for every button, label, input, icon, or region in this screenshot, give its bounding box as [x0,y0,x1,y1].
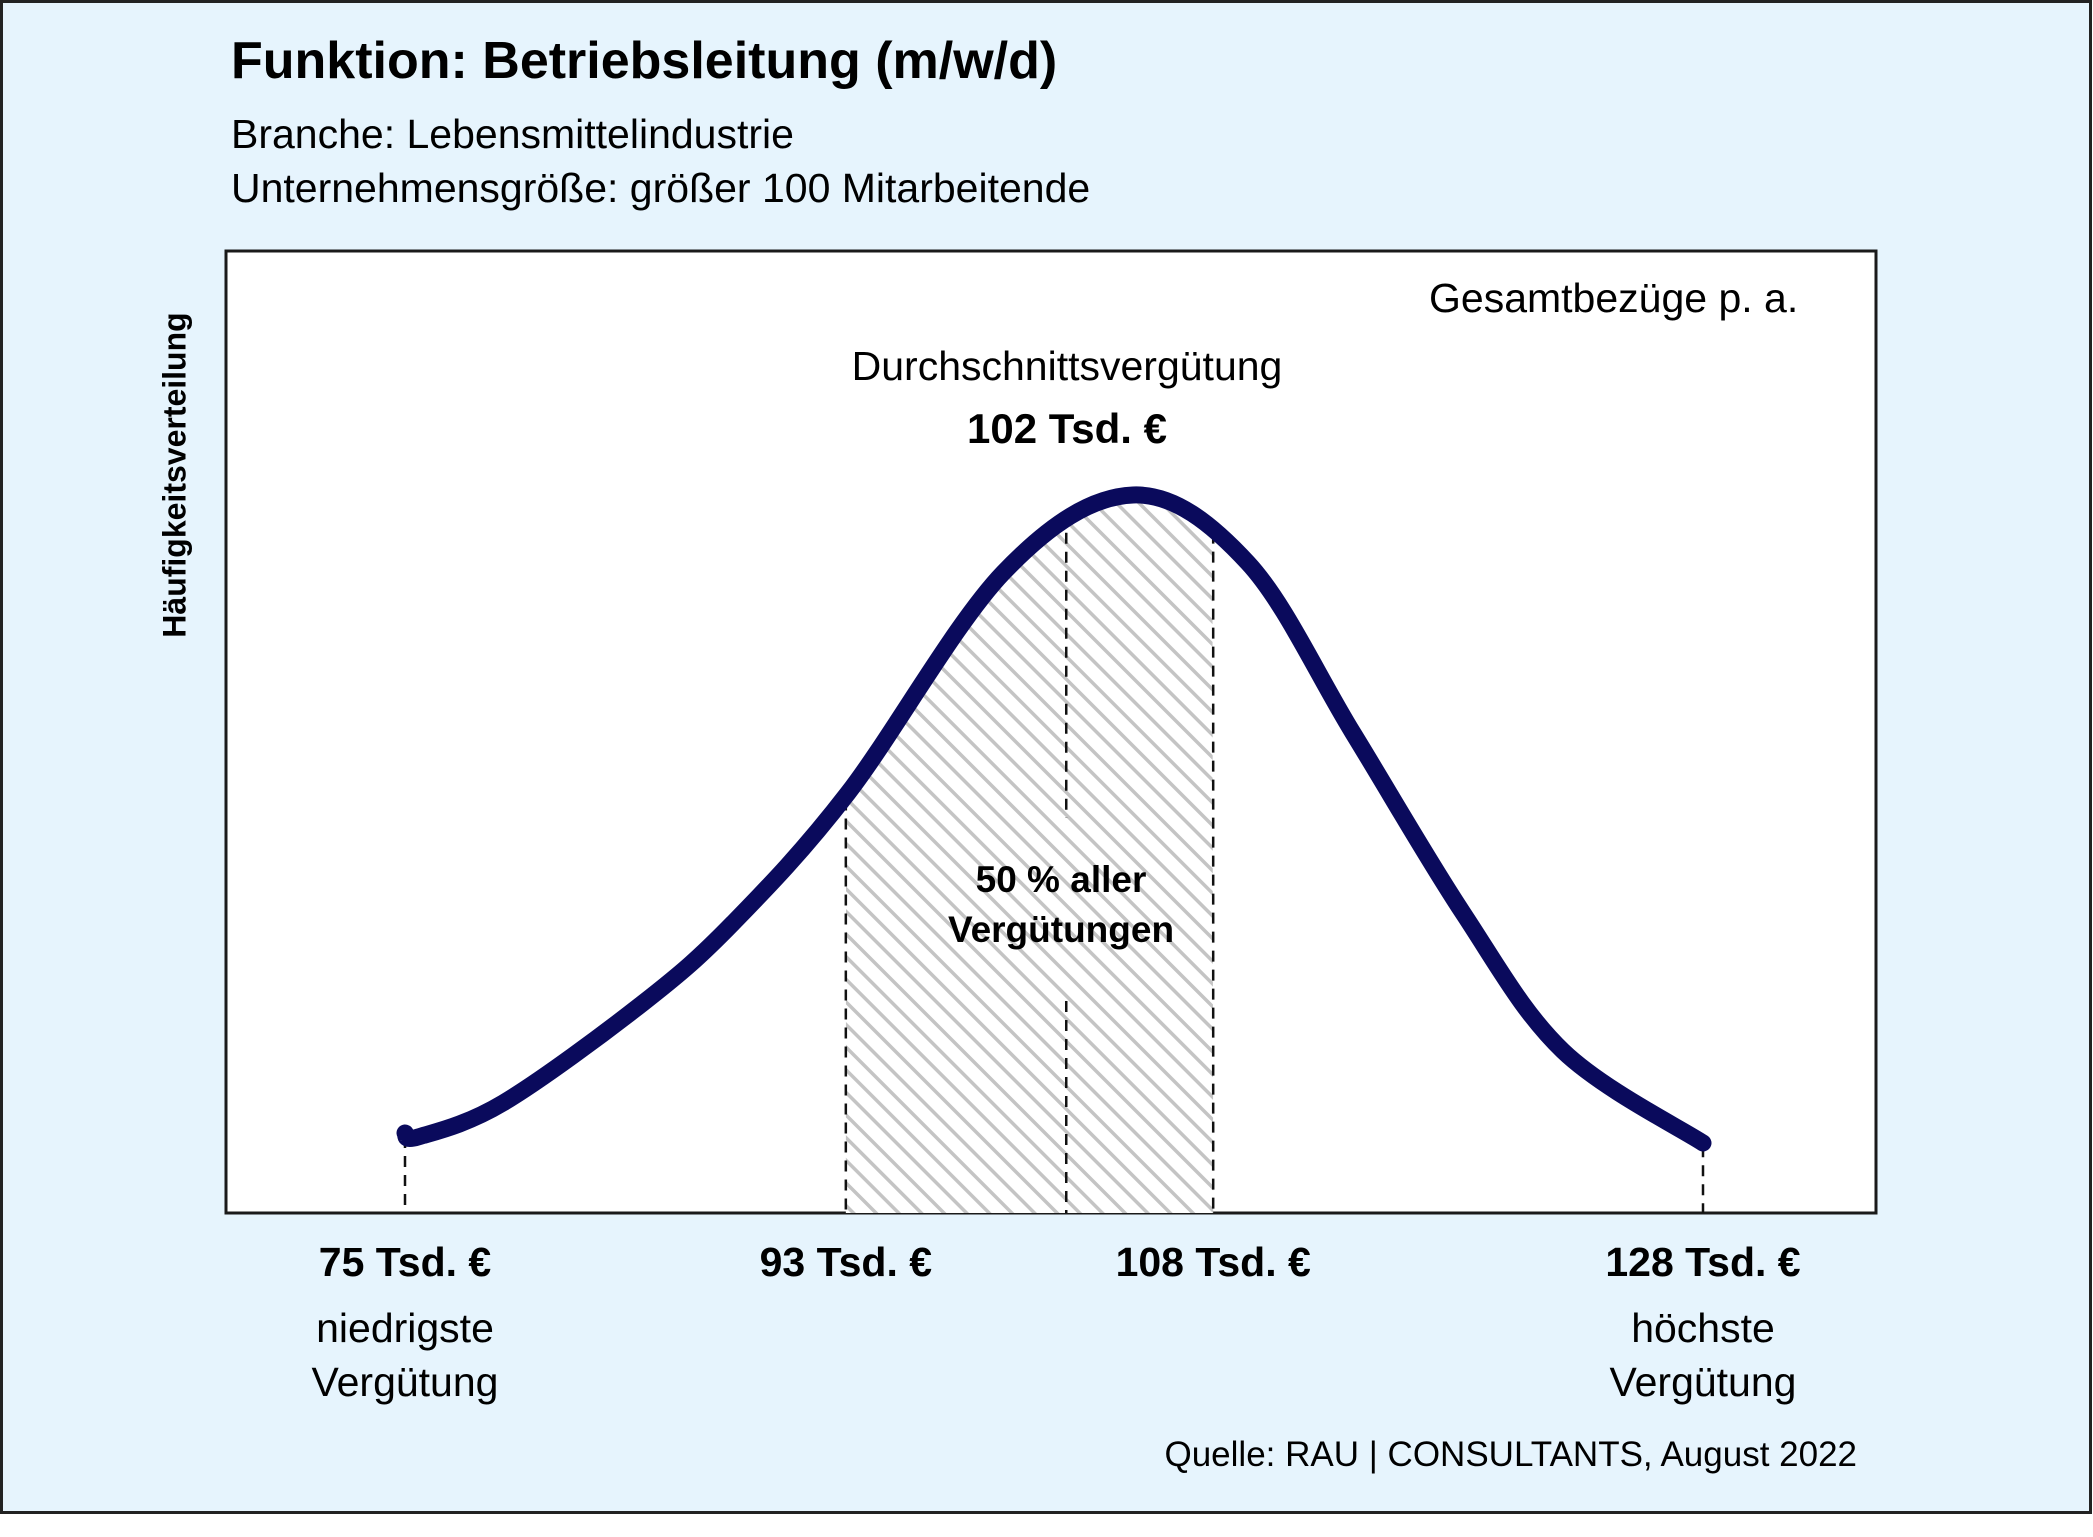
average-value: 102 Tsd. € [967,405,1167,452]
x-value-label: 108 Tsd. € [1115,1239,1311,1285]
x-value-description: höchste Vergütung [1610,1301,1797,1409]
x-value-description-line: höchste [1631,1305,1775,1351]
x-value-description-line: niedrigste [316,1305,494,1351]
x-value-label: 75 Tsd. € [318,1239,492,1285]
average-label: Durchschnittsvergütung [851,343,1283,389]
x-value-label: 128 Tsd. € [1605,1239,1801,1285]
distribution-chart [224,249,1878,1215]
industry-line: Branche: Lebensmittelindustrie [231,111,794,157]
company-size-line: Unternehmensgröße: größer 100 Mitarbeite… [231,165,1091,211]
x-value-description-line: Vergütung [1609,1359,1797,1405]
shaded-range-label: 50 % aller Vergütungen [948,855,1174,955]
shaded-range-label-line-1: 50 % aller [975,859,1147,900]
x-value-description-line: Vergütung [311,1359,499,1405]
chart-title: Funktion: Betriebsleitung (m/w/d) [231,32,1058,90]
distribution-curve [396,486,1712,1152]
source-note: Quelle: RAU | CONSULTANTS, August 2022 [1164,1435,1857,1474]
x-value-description: niedrigste Vergütung [312,1301,499,1409]
x-value-label: 93 Tsd. € [759,1239,933,1285]
shaded-range-label-line-2: Vergütungen [947,909,1175,950]
panel-label: Gesamtbezüge p. a. [1429,275,1799,321]
